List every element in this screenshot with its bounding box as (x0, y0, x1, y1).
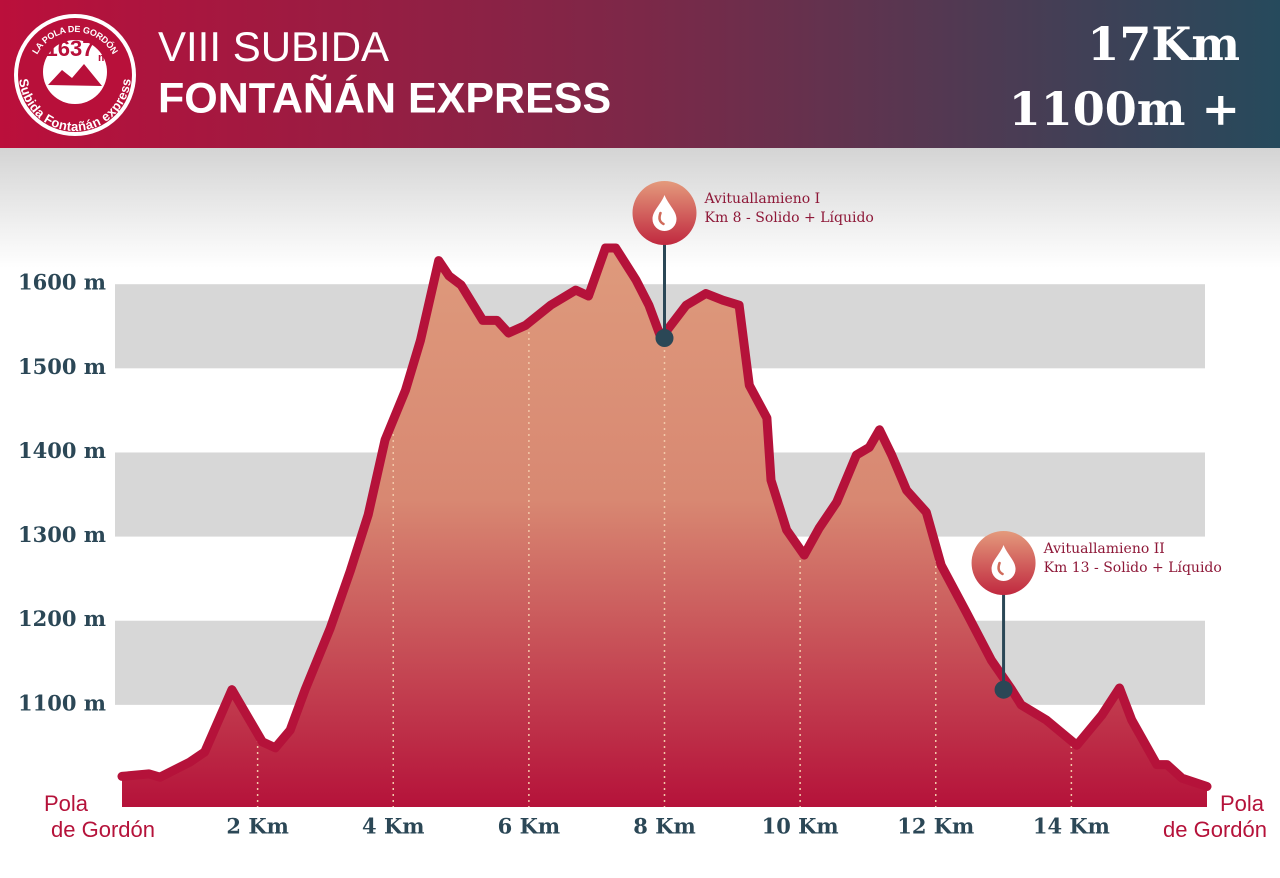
annotation-point (655, 329, 674, 348)
y-tick-label: 1100 m (18, 690, 106, 715)
elevation-area (122, 248, 1207, 807)
water-drop (652, 195, 677, 231)
distance: 17Km (1087, 17, 1240, 71)
header-bar (0, 0, 1280, 148)
x-tick-label: 2 Km (226, 814, 288, 839)
annotation-text: Km 8 - Solido + Líquido (705, 210, 874, 226)
title-line2: FONTAÑÁN EXPRESS (158, 74, 611, 122)
water-drop-shine (658, 211, 665, 226)
logo-number: 1637 (46, 36, 95, 61)
elevation-gain: 1100m + (1009, 82, 1240, 136)
logo-center (43, 40, 107, 104)
x-tick-label: 6 Km (498, 814, 560, 839)
y-tick-label: 1400 m (18, 438, 106, 463)
water-drop (991, 545, 1016, 581)
annotation-text: Avituallamieno II (1043, 541, 1165, 557)
start-label: de Gordón (51, 817, 155, 842)
annotation-text: Km 13 - Solido + Líquido (1044, 560, 1222, 576)
x-tick-label: 12 Km (897, 814, 974, 839)
logo: LA POLA DE GORDÓN Subida Fontañán expres… (14, 14, 136, 136)
logo-unit: m (98, 52, 108, 64)
start-label: Pola (44, 791, 89, 816)
x-tick-label: 4 Km (362, 814, 424, 839)
y-tick-label: 1600 m (18, 270, 106, 295)
x-tick-label: 10 Km (762, 814, 839, 839)
y-tick-label: 1200 m (18, 606, 106, 631)
end-label: Pola (1220, 791, 1265, 816)
x-tick-label: 8 Km (633, 814, 695, 839)
annotation-text: Avituallamieno I (704, 191, 821, 207)
logo-mountain (48, 64, 102, 86)
annotation-point (994, 680, 1013, 699)
x-tick-label: 14 Km (1033, 814, 1110, 839)
end-label: de Gordón (1163, 817, 1267, 842)
y-tick-label: 1500 m (18, 354, 106, 379)
title-line1: VIII SUBIDA (158, 23, 389, 70)
water-drop-shine (997, 561, 1004, 576)
y-tick-label: 1300 m (18, 522, 106, 547)
